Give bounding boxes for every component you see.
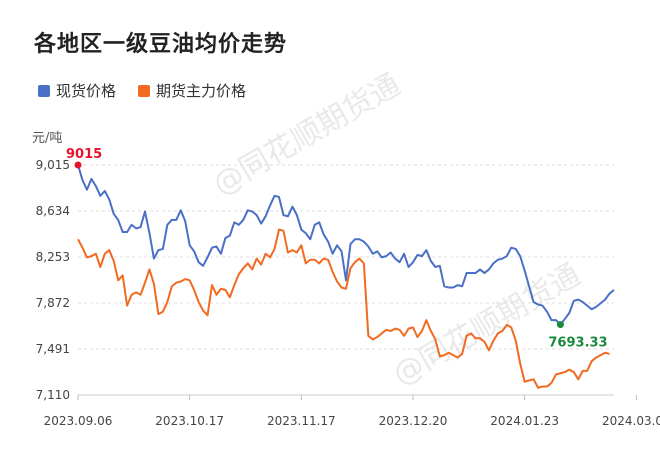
x-tick-label: 2024.03.04	[602, 414, 660, 428]
x-tick-label: 2023.12.20	[379, 414, 448, 428]
max-point-label: 9015	[66, 147, 102, 162]
legend-label-futures: 期货主力价格	[156, 82, 247, 100]
y-tick-label: 7,872	[36, 296, 70, 310]
y-tick-label: 9,015	[36, 158, 70, 172]
y-tick-label: 8,634	[36, 204, 70, 218]
x-tick-label: 2024.01.23	[490, 414, 559, 428]
legend-item-futures[interactable]: 期货主力价格	[138, 80, 246, 101]
spot-price-line	[77, 164, 615, 326]
legend-item-spot[interactable]: 现货价格	[38, 80, 116, 101]
y-tick-label: 8,253	[36, 250, 70, 264]
legend-swatch-futures	[138, 84, 151, 97]
max-point-marker	[74, 161, 82, 169]
x-tick-label: 2023.10.17	[155, 414, 224, 428]
y-axis-unit-label: 元/吨	[32, 131, 63, 146]
chart-title: 各地区一级豆油均价走势	[34, 32, 288, 57]
y-tick-label: 7,110	[36, 388, 70, 402]
legend-label-spot: 现货价格	[56, 82, 117, 100]
x-tick-label: 2023.11.17	[267, 414, 336, 428]
y-tick-label: 7,491	[36, 342, 70, 356]
futures-price-line	[77, 228, 610, 389]
legend-swatch-spot	[38, 84, 50, 97]
x-tick-label: 2023.09.06	[44, 414, 113, 428]
min-point-label: 7693.33	[548, 336, 607, 351]
chart-legend: 现货价格 期货主力价格	[38, 80, 268, 101]
min-point-marker	[556, 321, 564, 329]
